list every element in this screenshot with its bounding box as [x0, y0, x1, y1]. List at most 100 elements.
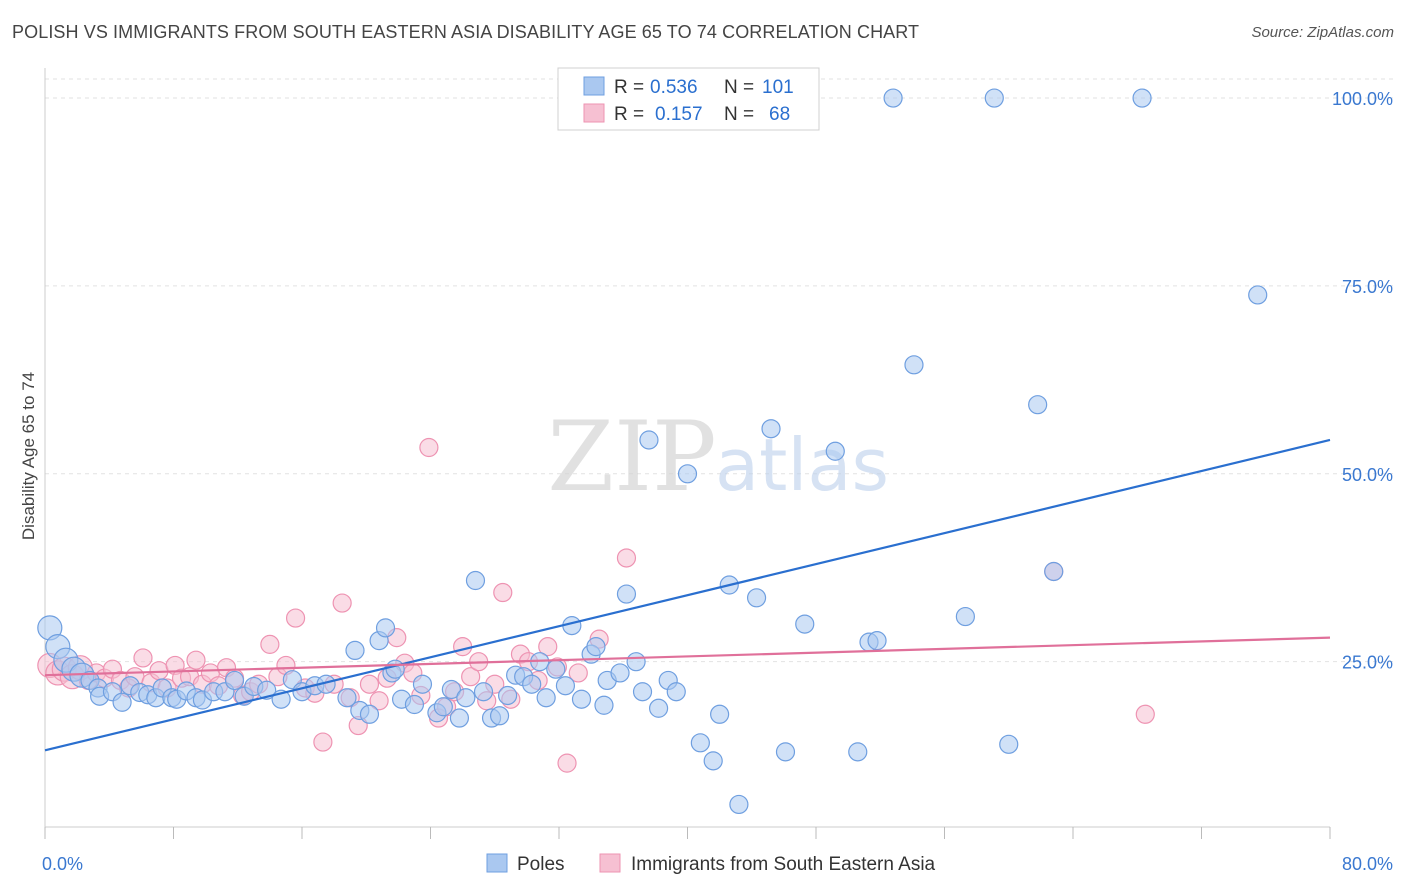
poles-point: [825, 441, 845, 461]
poles-point: [385, 659, 405, 679]
watermark-atlas: atlas: [715, 423, 889, 507]
poles-point: [449, 708, 470, 728]
poles-point: [433, 697, 453, 717]
legend-swatch-immigrants: [583, 103, 605, 123]
legend-n-label-immigrants: N =: [724, 104, 754, 125]
poles-point: [456, 688, 476, 708]
poles-point: [412, 674, 433, 694]
immigrants-point: [313, 732, 333, 752]
immigrants-trend-line: [44, 636, 1331, 677]
legend-n-value-poles: 101: [762, 77, 794, 98]
poles-point: [375, 618, 396, 638]
poles-point: [555, 676, 576, 696]
poles-point: [955, 606, 975, 627]
poles-point: [616, 584, 637, 604]
poles-point: [112, 692, 132, 712]
poles-point: [632, 682, 653, 702]
poles-point: [441, 679, 461, 700]
poles-point: [546, 659, 566, 679]
poles-point: [761, 419, 781, 439]
immigrants-point: [616, 548, 637, 568]
immigrants-point: [186, 650, 206, 670]
poles-trend-line: [44, 438, 1331, 752]
poles-point: [639, 430, 659, 450]
poles-point: [710, 704, 730, 724]
immigrants-point: [557, 753, 577, 773]
poles-point: [522, 674, 542, 694]
bottom-legend-swatch-poles: [486, 853, 508, 873]
immigrants-point: [260, 634, 280, 654]
poles-point: [610, 663, 630, 683]
y-tick-label-1: 50.0%: [1342, 465, 1393, 485]
poles-point: [626, 652, 646, 672]
stats-legend: R = 0.536 N = 101 R = 0.157 N = 68: [557, 67, 820, 131]
legend-swatch-poles: [583, 76, 605, 96]
immigrants-point: [453, 637, 473, 657]
y-tick-label-2: 75.0%: [1342, 277, 1393, 297]
poles-point: [795, 614, 815, 634]
poles-point: [465, 570, 486, 591]
poles-point: [586, 637, 606, 657]
immigrants-point: [493, 582, 513, 603]
legend-n-value-immigrants: 68: [769, 104, 790, 125]
immigrants-point: [369, 691, 389, 711]
immigrants-point: [133, 648, 153, 668]
legend-r-label-poles: R =: [614, 77, 644, 98]
watermark: ZIP atlas: [547, 401, 889, 513]
y-axis-label: Disability Age 65 to 74: [19, 372, 38, 540]
poles-point: [746, 588, 767, 608]
poles-point: [648, 698, 669, 718]
poles-point: [666, 682, 686, 702]
poles-point: [536, 688, 556, 708]
immigrants-point: [461, 667, 481, 687]
poles-point: [359, 704, 380, 724]
poles-point: [224, 670, 245, 691]
bottom-legend-label-immigrants: Immigrants from South Eastern Asia: [631, 854, 936, 875]
poles-point: [1248, 285, 1268, 305]
x-tick-label-1: 80.0%: [1342, 854, 1393, 874]
poles-point: [1132, 88, 1152, 108]
poles-point: [1044, 561, 1064, 582]
y-tick-label-3: 100.0%: [1332, 89, 1393, 109]
poles-point: [677, 464, 698, 484]
immigrants-point: [568, 663, 588, 683]
y-tick-label-0: 25.0%: [1342, 653, 1393, 673]
immigrants-point: [359, 674, 380, 694]
chart-source: Source: ZipAtlas.com: [1251, 24, 1394, 41]
poles-point: [337, 688, 357, 708]
immigrants-point: [285, 608, 306, 628]
poles-point: [775, 742, 796, 762]
poles-point: [594, 695, 614, 715]
legend-r-value-poles: 0.536: [650, 77, 698, 98]
y-tick-labels: 25.0% 50.0% 75.0% 100.0%: [1332, 89, 1393, 673]
poles-point: [867, 631, 887, 651]
trend-lines: [44, 438, 1331, 752]
axes: [44, 68, 1331, 839]
poles-point: [984, 88, 1004, 108]
poles-point: [690, 733, 710, 753]
poles-point: [345, 640, 365, 661]
poles-point: [703, 751, 723, 771]
bottom-legend-label-poles: Poles: [517, 854, 565, 875]
poles-point: [498, 685, 518, 706]
grid-lines: [45, 78, 1394, 663]
legend-r-value-immigrants: 0.157: [655, 104, 703, 125]
poles-point: [883, 88, 903, 108]
immigrants-point: [538, 637, 558, 657]
immigrants-point: [1135, 704, 1155, 724]
immigrants-point: [332, 593, 352, 613]
immigrants-point: [419, 437, 439, 458]
poles-point: [571, 689, 592, 709]
legend-r-label-immigrants: R =: [614, 104, 644, 125]
poles-point: [848, 742, 868, 762]
poles-point: [904, 355, 924, 375]
bottom-legend: Poles Immigrants from South Eastern Asia: [486, 853, 936, 875]
poles-point: [473, 682, 494, 702]
watermark-zip: ZIP: [547, 401, 716, 513]
poles-point: [999, 734, 1019, 754]
poles-point: [729, 794, 749, 815]
poles-point: [1028, 395, 1048, 415]
x-tick-labels: 0.0% 80.0%: [42, 854, 1393, 874]
x-tick-label-0: 0.0%: [42, 854, 83, 874]
poles-point: [404, 694, 425, 715]
